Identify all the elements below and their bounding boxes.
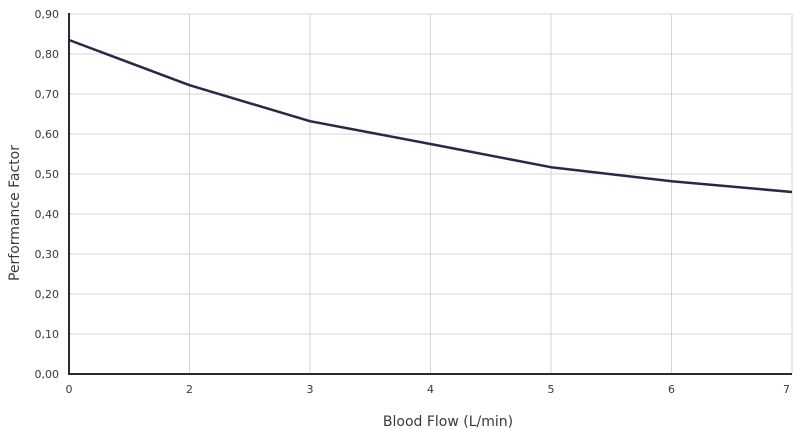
y-tick-label: 0,50: [35, 168, 60, 181]
y-tick-label: 0,70: [35, 88, 60, 101]
gridlines: [68, 13, 793, 375]
x-tick-label: 2: [186, 383, 193, 396]
y-tick-labels: 0,00 0,10 0,20 0,30 0,40 0,50 0,60 0,70 0,80 0,90: [35, 8, 60, 381]
x-tick-label: 5: [548, 383, 555, 396]
y-tick-label: 0,40: [35, 208, 60, 221]
x-tick-label: 4: [427, 383, 434, 396]
y-tick-label: 0,90: [35, 8, 60, 21]
y-tick-label: 0,10: [35, 328, 60, 341]
x-tick-label: 6: [668, 383, 675, 396]
y-tick-label: 0,60: [35, 128, 60, 141]
series-line: [68, 38, 793, 194]
x-tick-label: 7: [783, 383, 790, 396]
y-tick-label: 0,00: [35, 368, 60, 381]
x-tick-label: 3: [307, 383, 314, 396]
x-tick-labels: 0 2 3 4 5 6 7: [66, 383, 791, 396]
x-axis-label: Blood Flow (L/min): [383, 414, 513, 430]
y-tick-label: 0,20: [35, 288, 60, 301]
y-tick-label: 0,80: [35, 48, 60, 61]
y-axis-label: Performance Factor: [7, 145, 23, 281]
series-layer: [68, 38, 793, 194]
x-tick-label: 0: [66, 383, 73, 396]
y-tick-label: 0,30: [35, 248, 60, 261]
